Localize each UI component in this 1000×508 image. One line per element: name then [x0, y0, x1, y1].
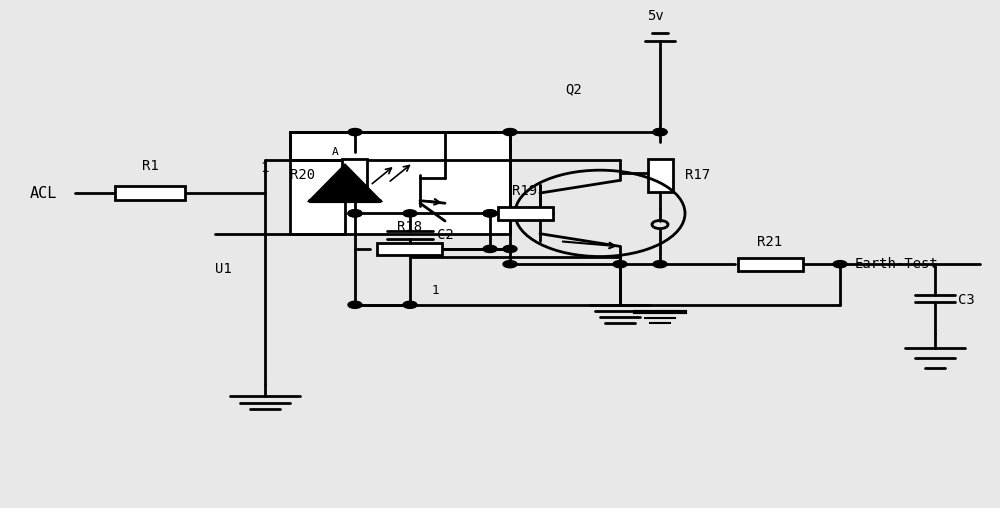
- Text: R17: R17: [685, 168, 710, 182]
- Text: 1: 1: [431, 284, 439, 297]
- Circle shape: [403, 301, 417, 308]
- Bar: [738, 258, 802, 270]
- Circle shape: [653, 261, 667, 268]
- Text: C3: C3: [958, 293, 975, 307]
- Bar: [498, 207, 552, 219]
- Text: A: A: [332, 147, 338, 157]
- Text: ACL: ACL: [30, 185, 57, 201]
- Text: R20: R20: [290, 168, 315, 182]
- Circle shape: [348, 210, 362, 217]
- Circle shape: [833, 261, 847, 268]
- Polygon shape: [310, 165, 380, 201]
- Circle shape: [503, 245, 517, 252]
- Bar: [115, 186, 185, 200]
- Circle shape: [653, 129, 667, 136]
- Text: Earth-Test: Earth-Test: [855, 257, 939, 271]
- Text: 5v: 5v: [647, 9, 663, 23]
- Bar: [377, 243, 442, 255]
- Circle shape: [483, 245, 497, 252]
- Text: Q2: Q2: [565, 82, 582, 96]
- Bar: [290, 132, 510, 234]
- Text: C2: C2: [437, 228, 454, 242]
- Circle shape: [483, 210, 497, 217]
- Circle shape: [613, 261, 627, 268]
- Circle shape: [483, 210, 497, 217]
- Bar: [342, 158, 367, 192]
- Bar: [648, 158, 673, 192]
- Circle shape: [348, 210, 362, 217]
- Text: R21: R21: [757, 235, 783, 249]
- Circle shape: [348, 129, 362, 136]
- Text: R19: R19: [512, 184, 538, 198]
- Circle shape: [503, 261, 517, 268]
- Circle shape: [403, 210, 417, 217]
- Text: R1: R1: [142, 158, 158, 173]
- Text: R18: R18: [397, 219, 423, 234]
- Circle shape: [503, 129, 517, 136]
- Circle shape: [348, 301, 362, 308]
- Text: U1: U1: [215, 262, 232, 276]
- Text: 1: 1: [261, 161, 269, 175]
- Circle shape: [653, 129, 667, 136]
